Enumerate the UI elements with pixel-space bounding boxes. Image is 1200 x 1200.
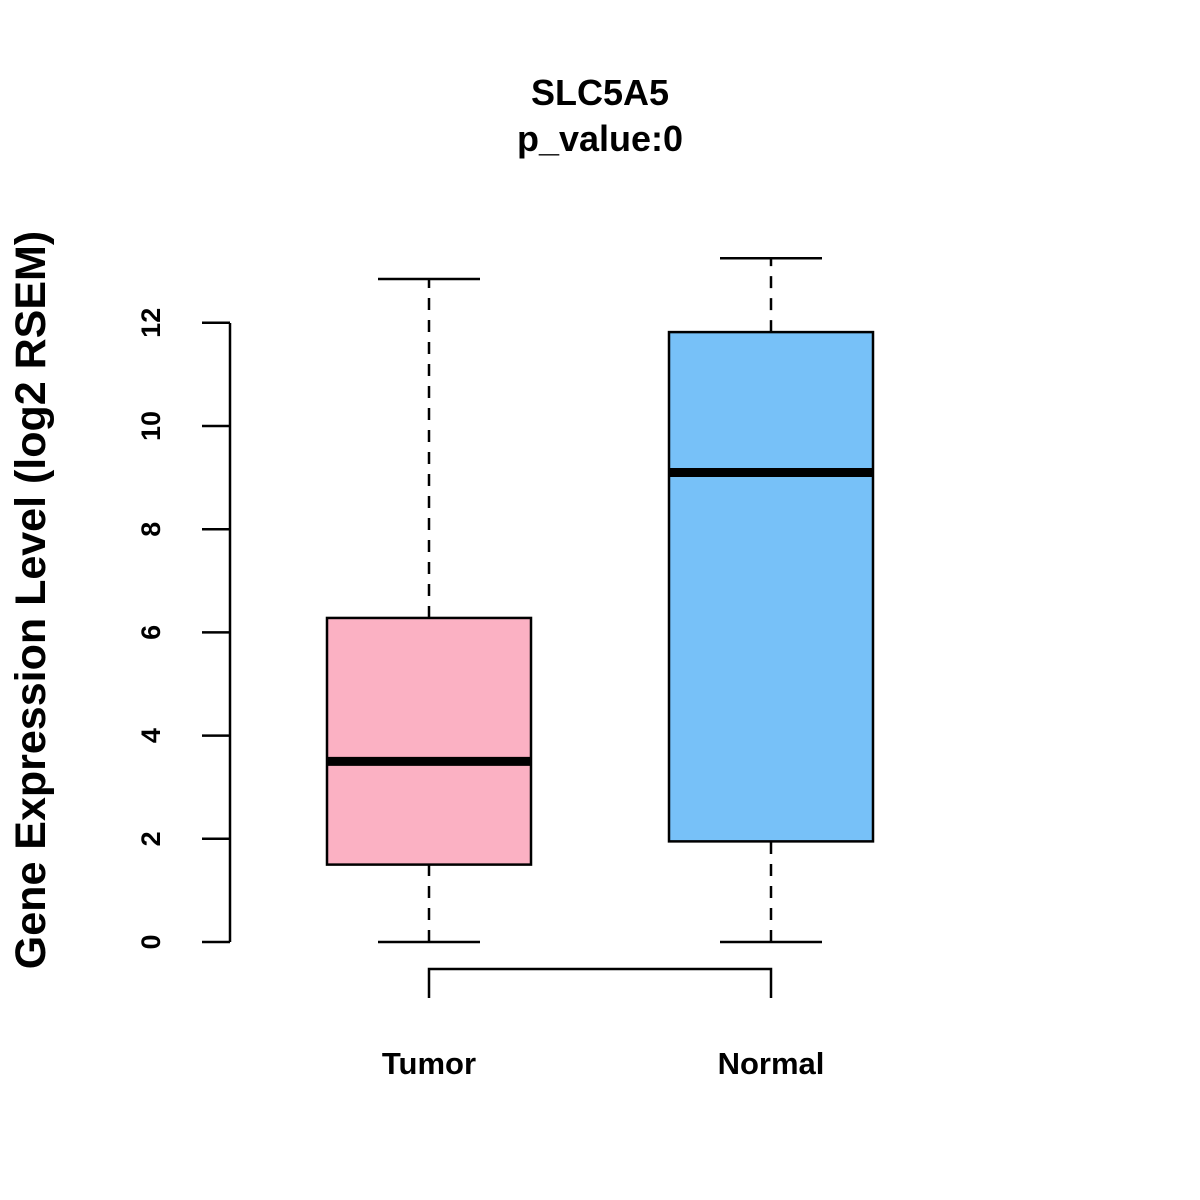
x-label-tumor: Tumor (382, 1046, 476, 1081)
comparison-bracket (427, 967, 773, 998)
y-tick-label: 4 (136, 728, 166, 743)
y-tick-label: 12 (136, 308, 166, 338)
y-tick-label: 8 (136, 522, 166, 537)
box-normal (667, 257, 875, 944)
boxes (325, 257, 875, 944)
y-tick-label: 0 (136, 934, 166, 949)
box-tumor (325, 277, 533, 944)
x-tick-labels: Tumor Normal (382, 1046, 824, 1081)
bracket-line (427, 967, 773, 998)
x-label-normal: Normal (718, 1046, 825, 1081)
chart-subtitle: p_value:0 (517, 118, 683, 159)
y-tick-label: 6 (136, 625, 166, 640)
chart-title: SLC5A5 (531, 72, 669, 113)
y-tick-label: 10 (136, 411, 166, 441)
y-tick-label: 2 (136, 831, 166, 846)
normal-iqr-box (667, 330, 875, 843)
y-axis-label: Gene Expression Level (log2 RSEM) (7, 231, 55, 969)
tumor-iqr-box (325, 616, 533, 866)
y-ticks: 0 2 4 6 8 10 12 (136, 308, 230, 950)
